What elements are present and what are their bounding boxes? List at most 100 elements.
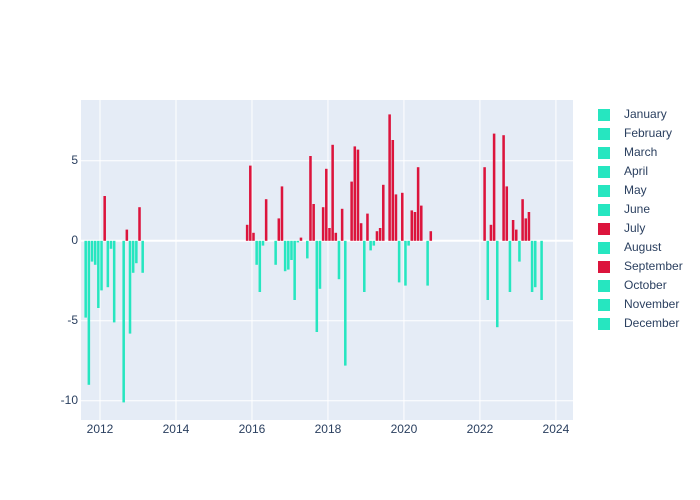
bar bbox=[511, 220, 515, 241]
bar bbox=[315, 240, 319, 332]
bar bbox=[540, 240, 543, 300]
bar bbox=[527, 212, 531, 241]
bar bbox=[344, 240, 347, 366]
x-tick-label: 2024 bbox=[543, 422, 570, 436]
legend-label[interactable]: November bbox=[624, 297, 679, 311]
bar bbox=[372, 240, 376, 246]
bar bbox=[397, 240, 401, 283]
bar bbox=[103, 196, 106, 241]
y-tick-label: -5 bbox=[67, 313, 78, 327]
bar bbox=[100, 240, 103, 291]
legend-swatch[interactable] bbox=[598, 223, 610, 235]
legend-swatch[interactable] bbox=[598, 185, 610, 197]
bar bbox=[325, 168, 328, 241]
legend-label[interactable]: July bbox=[624, 221, 645, 235]
bar bbox=[290, 240, 293, 260]
legend-label[interactable]: February bbox=[624, 126, 672, 140]
legend-label[interactable]: October bbox=[624, 278, 667, 292]
bar bbox=[366, 213, 369, 241]
y-tick-label: 5 bbox=[71, 153, 78, 167]
legend-swatch[interactable] bbox=[598, 242, 610, 254]
bar bbox=[287, 240, 290, 270]
bar bbox=[382, 184, 385, 241]
bar bbox=[483, 167, 486, 241]
legend-label[interactable]: August bbox=[624, 240, 662, 254]
bar bbox=[309, 156, 312, 241]
bar bbox=[306, 240, 309, 259]
x-tick-label: 2020 bbox=[391, 422, 418, 436]
legend-label[interactable]: December bbox=[624, 316, 679, 330]
bar bbox=[521, 199, 524, 241]
bar bbox=[353, 146, 357, 241]
plot-area bbox=[81, 100, 573, 420]
bar bbox=[331, 144, 334, 241]
bar bbox=[261, 240, 265, 246]
bar bbox=[274, 240, 277, 265]
bar bbox=[277, 218, 281, 241]
bar bbox=[429, 231, 433, 241]
legend-label[interactable]: April bbox=[624, 164, 648, 178]
bar bbox=[496, 240, 499, 328]
x-tick-label: 2016 bbox=[239, 422, 266, 436]
bar bbox=[264, 199, 268, 241]
bar bbox=[128, 240, 132, 334]
bar bbox=[299, 237, 303, 241]
bar bbox=[109, 240, 113, 249]
legend-swatch[interactable] bbox=[598, 318, 610, 330]
bar bbox=[106, 240, 110, 288]
legend-swatch[interactable] bbox=[598, 261, 610, 273]
bar bbox=[293, 240, 296, 300]
bar bbox=[508, 240, 512, 292]
bar bbox=[337, 240, 341, 280]
bar bbox=[318, 240, 322, 289]
bar bbox=[258, 240, 262, 292]
legend-swatch[interactable] bbox=[598, 128, 610, 140]
legend-label[interactable]: May bbox=[624, 183, 647, 197]
bar bbox=[375, 231, 379, 241]
bar bbox=[369, 240, 372, 251]
legend-swatch[interactable] bbox=[598, 299, 610, 311]
x-tick-label: 2018 bbox=[315, 422, 342, 436]
bar bbox=[378, 228, 382, 241]
legend-swatch[interactable] bbox=[598, 280, 610, 292]
bar bbox=[312, 204, 315, 241]
x-tick-label: 2022 bbox=[467, 422, 494, 436]
bar bbox=[410, 210, 414, 241]
bar bbox=[404, 240, 407, 286]
legend-swatch[interactable] bbox=[598, 147, 610, 159]
y-tick-label: 0 bbox=[71, 233, 78, 247]
bar bbox=[93, 240, 97, 265]
bar bbox=[505, 186, 509, 241]
bar bbox=[141, 240, 144, 273]
bar bbox=[84, 240, 87, 318]
legend-label[interactable]: June bbox=[624, 202, 650, 216]
bar bbox=[388, 114, 391, 241]
legend-label[interactable]: September bbox=[624, 259, 683, 273]
bar bbox=[502, 135, 505, 241]
legend-swatch[interactable] bbox=[598, 204, 610, 216]
bar bbox=[97, 240, 100, 308]
bar bbox=[125, 229, 129, 241]
legend-swatch[interactable] bbox=[598, 109, 610, 121]
bar bbox=[296, 240, 300, 243]
bar bbox=[131, 240, 135, 273]
bar bbox=[492, 133, 496, 241]
x-tick-label: 2012 bbox=[87, 422, 114, 436]
bar bbox=[356, 149, 360, 241]
bar bbox=[90, 240, 94, 262]
bar bbox=[249, 165, 252, 241]
bar bbox=[401, 192, 404, 241]
bar bbox=[122, 240, 125, 403]
bar bbox=[533, 240, 537, 288]
bar bbox=[530, 240, 534, 292]
x-tick-label: 2014 bbox=[163, 422, 190, 436]
legend-label[interactable]: January bbox=[624, 107, 667, 121]
bar bbox=[350, 181, 353, 241]
legend-label[interactable]: March bbox=[624, 145, 657, 159]
bar bbox=[514, 229, 518, 241]
bar bbox=[280, 186, 284, 241]
bar bbox=[486, 240, 490, 300]
bar bbox=[359, 223, 363, 241]
legend-swatch[interactable] bbox=[598, 166, 610, 178]
